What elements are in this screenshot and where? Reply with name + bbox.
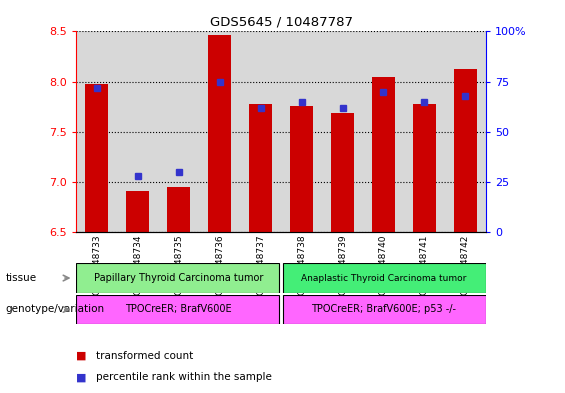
Bar bbox=[445, 31, 486, 232]
Text: ■: ■ bbox=[76, 372, 87, 382]
Bar bbox=[158, 31, 199, 232]
Text: percentile rank within the sample: percentile rank within the sample bbox=[96, 372, 272, 382]
Bar bbox=[249, 104, 272, 232]
Text: TPOCreER; BrafV600E; p53 -/-: TPOCreER; BrafV600E; p53 -/- bbox=[311, 305, 456, 314]
Bar bbox=[127, 191, 149, 232]
Bar bbox=[208, 35, 231, 232]
Bar bbox=[363, 31, 404, 232]
Bar bbox=[76, 295, 279, 324]
Bar bbox=[413, 104, 436, 232]
Bar bbox=[454, 68, 477, 232]
Bar bbox=[85, 84, 108, 232]
Title: GDS5645 / 10487787: GDS5645 / 10487787 bbox=[210, 16, 353, 29]
Text: transformed count: transformed count bbox=[96, 351, 193, 361]
Text: Papillary Thyroid Carcinoma tumor: Papillary Thyroid Carcinoma tumor bbox=[94, 273, 263, 283]
Bar bbox=[322, 31, 363, 232]
Bar bbox=[331, 113, 354, 232]
Bar bbox=[240, 31, 281, 232]
Bar bbox=[404, 31, 445, 232]
Bar bbox=[372, 77, 395, 232]
Text: TPOCreER; BrafV600E: TPOCreER; BrafV600E bbox=[125, 305, 232, 314]
Text: genotype/variation: genotype/variation bbox=[6, 305, 105, 314]
Text: Anaplastic Thyroid Carcinoma tumor: Anaplastic Thyroid Carcinoma tumor bbox=[301, 274, 466, 283]
Bar bbox=[76, 31, 118, 232]
Bar bbox=[290, 106, 313, 232]
Bar bbox=[281, 31, 322, 232]
Bar bbox=[167, 187, 190, 232]
Bar bbox=[283, 295, 486, 324]
Bar bbox=[76, 263, 279, 293]
Bar bbox=[199, 31, 240, 232]
Bar bbox=[118, 31, 158, 232]
Bar bbox=[283, 263, 486, 293]
Text: tissue: tissue bbox=[6, 273, 37, 283]
Text: ■: ■ bbox=[76, 351, 87, 361]
